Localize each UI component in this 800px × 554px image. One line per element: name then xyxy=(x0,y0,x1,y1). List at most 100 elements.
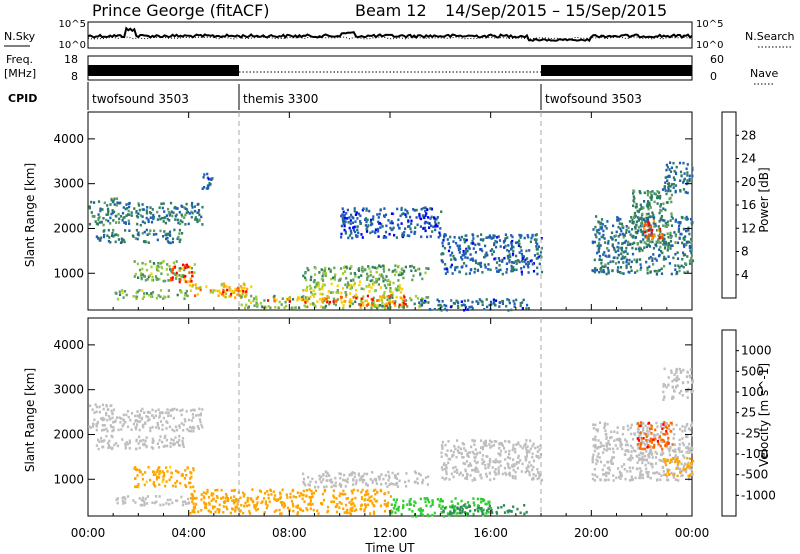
heatmap-cell xyxy=(138,208,141,212)
heatmap-cell xyxy=(623,467,626,471)
heatmap-cell xyxy=(508,466,511,470)
heatmap-cell xyxy=(609,460,613,463)
heatmap-cell xyxy=(644,219,647,223)
heatmap-cell xyxy=(387,219,390,222)
heatmap-cell xyxy=(235,506,238,509)
heatmap-cell xyxy=(132,499,135,502)
heatmap-cell xyxy=(473,503,476,507)
heatmap-cell xyxy=(501,272,504,276)
heatmap-cell xyxy=(136,474,139,477)
heatmap-cell xyxy=(181,472,184,476)
heatmap-cell xyxy=(155,495,158,498)
heatmap-cell xyxy=(648,257,651,260)
heatmap-cell xyxy=(151,208,154,211)
heatmap-cell xyxy=(454,268,457,272)
heatmap-cell xyxy=(506,248,509,252)
heatmap-cell xyxy=(206,490,209,494)
heatmap-cell xyxy=(323,269,327,272)
heatmap-cell xyxy=(663,219,666,222)
heatmap-cell xyxy=(663,255,666,259)
heatmap-cell xyxy=(122,422,125,426)
heatmap-cell xyxy=(483,498,486,502)
heatmap-cell xyxy=(682,188,686,191)
heatmap-cell xyxy=(273,510,276,513)
heatmap-cell xyxy=(690,434,693,437)
heatmap-cell xyxy=(636,269,639,273)
heatmap-cell xyxy=(132,422,135,426)
heatmap-cell xyxy=(389,495,392,498)
heatmap-cell xyxy=(314,266,317,270)
heatmap-cell xyxy=(351,215,354,219)
heatmap-cell xyxy=(107,219,110,223)
heatmap-cell xyxy=(521,446,524,450)
heatmap-cell xyxy=(664,425,667,429)
heatmap-cell xyxy=(510,247,513,250)
heatmap-cell xyxy=(646,271,649,275)
heatmap-cell xyxy=(634,230,637,234)
heatmap-cell xyxy=(394,476,397,479)
heatmap-cell xyxy=(672,437,675,440)
nave-tick-top: 60 xyxy=(710,53,724,66)
heatmap-cell xyxy=(525,249,528,253)
heatmap-cell xyxy=(187,429,190,433)
heatmap-cell xyxy=(152,447,155,450)
heatmap-cell xyxy=(174,485,177,488)
heatmap-cell xyxy=(683,253,687,256)
heatmap-cell xyxy=(156,218,159,221)
heatmap-cell xyxy=(174,425,178,429)
heatmap-cell xyxy=(340,301,343,304)
heatmap-cell xyxy=(105,413,108,417)
heatmap-cell xyxy=(130,412,134,415)
heatmap-cell xyxy=(601,270,604,274)
heatmap-cell xyxy=(665,192,668,196)
heatmap-cell xyxy=(394,511,397,514)
heatmap-cell xyxy=(649,448,652,451)
heatmap-cell xyxy=(611,462,614,465)
heatmap-cell xyxy=(688,246,691,249)
heatmap-cell xyxy=(493,300,496,304)
heatmap-cell xyxy=(470,464,473,467)
heatmap-cell xyxy=(312,491,315,495)
heatmap-cell xyxy=(687,229,690,232)
heatmap-cell xyxy=(607,269,610,272)
heatmap-cell xyxy=(426,208,429,212)
heatmap-cell xyxy=(184,292,187,295)
heatmap-cell xyxy=(684,435,688,438)
heatmap-cell xyxy=(445,308,448,312)
heatmap-cell xyxy=(649,240,652,244)
heatmap-cell xyxy=(134,237,137,240)
heatmap-cell xyxy=(344,492,347,496)
heatmap-cell xyxy=(188,280,191,283)
heatmap-cell xyxy=(593,479,596,482)
heatmap-cell xyxy=(685,390,688,393)
heatmap-cell xyxy=(365,207,368,211)
heatmap-cell xyxy=(309,302,312,306)
heatmap-cell xyxy=(604,254,607,258)
heatmap-cell xyxy=(456,449,459,452)
heatmap-cell xyxy=(641,212,644,216)
heatmap-cell xyxy=(625,440,628,443)
heatmap-cell xyxy=(117,221,121,224)
heatmap-cell xyxy=(116,297,120,301)
heatmap-cell xyxy=(632,199,635,202)
heatmap-cell xyxy=(367,224,370,227)
heatmap-cell xyxy=(305,296,308,299)
heatmap-cell xyxy=(201,408,204,411)
heatmap-cell xyxy=(639,431,642,434)
heatmap-cell xyxy=(141,297,144,300)
heatmap-cell xyxy=(236,498,239,502)
heatmap-cell xyxy=(451,512,454,515)
heatmap-cell xyxy=(410,298,413,302)
heatmap-cell xyxy=(649,225,653,228)
heatmap-cell xyxy=(675,385,678,388)
heatmap-cell xyxy=(474,259,477,263)
heatmap-cell xyxy=(413,232,416,235)
heatmap-cell xyxy=(107,446,110,449)
heatmap-cell xyxy=(138,420,142,423)
heatmap-cell xyxy=(677,467,680,470)
heatmap-cell xyxy=(483,255,486,259)
heatmap-cell xyxy=(266,490,269,493)
heatmap-cell xyxy=(354,496,357,500)
heatmap-cell xyxy=(440,210,443,213)
heatmap-cell xyxy=(250,294,253,298)
